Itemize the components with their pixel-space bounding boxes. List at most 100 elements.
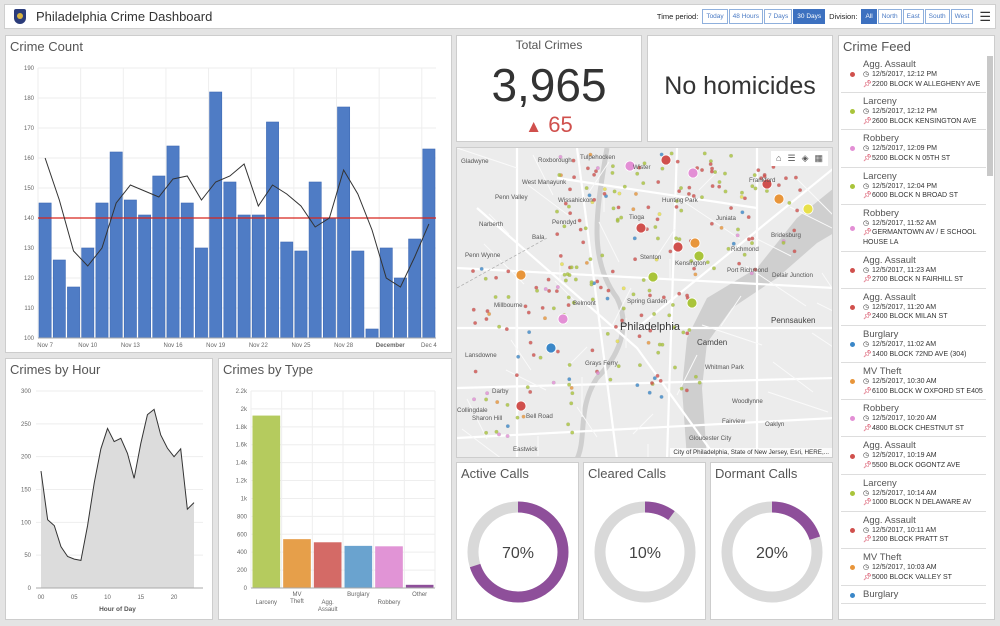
crime-point [484, 397, 489, 402]
feed-item[interactable]: Robbery ◷ 12/5/2017, 12:09 PM 📌︎5200 BLOCK… [841, 130, 986, 168]
x-tick-label-line: MV [293, 592, 302, 598]
division-button-north[interactable]: North [877, 9, 902, 24]
crime-type-dot-icon [850, 267, 855, 273]
crime-point [679, 186, 683, 190]
feed-item[interactable]: MV Theft ◷ 12/5/2017, 10:30 AM 📌︎6100 BLOC… [841, 363, 986, 401]
time-button-7-days[interactable]: 7 Days [764, 9, 793, 24]
feed-item[interactable]: Burglary [841, 586, 986, 605]
time-button-today[interactable]: Today [702, 9, 728, 24]
time-button-48-hours[interactable]: 48 Hours [728, 9, 764, 24]
feed-item-time: 12/5/2017, 11:23 AM [872, 266, 937, 274]
street [554, 280, 576, 302]
feed-item[interactable]: Larceny ◷ 12/5/2017, 12:04 PM 📌︎6000 BLOCK… [841, 168, 986, 205]
hamburger-icon[interactable]: ☰ [979, 8, 991, 24]
feed-item-time: 12/5/2017, 12:04 PM [872, 182, 937, 190]
crime-point [568, 187, 572, 192]
home-icon[interactable]: ⌂ [776, 153, 782, 163]
x-tick-label: Larceny [256, 600, 277, 606]
feed-item-type: Burglary [863, 589, 899, 601]
feed-item[interactable]: Agg. Assault ◷ 12/5/2017, 11:20 AM 📌︎2400 … [841, 289, 986, 326]
time-button-30-days[interactable]: 30 Days [793, 9, 826, 24]
map-label: Penn Wynne [465, 252, 501, 259]
crime-point [641, 278, 646, 282]
division-button-east[interactable]: East [902, 9, 924, 24]
crime-point [594, 169, 598, 174]
feed-item[interactable]: Agg. Assault ◷ 12/5/2017, 10:19 AM 📌︎5500 … [841, 437, 986, 475]
crime-point [569, 386, 574, 390]
feed-item-address: 1200 BLOCK PRATT ST [872, 536, 949, 544]
feed-item[interactable]: Robbery ◷ 12/5/2017, 11:52 AM 📌︎GERMANTOWN… [841, 205, 986, 252]
pin-icon: 📌︎ [863, 313, 872, 321]
street [457, 148, 518, 169]
crime-point [792, 249, 797, 254]
crime-cluster [689, 237, 701, 249]
crime-cluster [686, 297, 698, 309]
division-button-west[interactable]: West [950, 9, 974, 24]
map-label: Gladwyne [461, 158, 489, 165]
crime-feed-title: Crime Feed [843, 39, 911, 54]
road [476, 207, 717, 457]
feed-item[interactable]: Agg. Assault ◷ 12/5/2017, 11:23 AM 📌︎2700 … [841, 252, 986, 289]
map-label: Bell Road [526, 413, 553, 420]
legend-icon[interactable]: ☰ [787, 153, 796, 163]
crime-point [485, 309, 490, 314]
crime-point [578, 227, 583, 232]
total-crimes-value: 3,965 [491, 59, 607, 111]
feed-item[interactable]: Agg. Assault ◷ 12/5/2017, 10:11 AM 📌︎1200 … [841, 512, 986, 550]
division-button-all[interactable]: All [861, 9, 877, 24]
total-crimes-title: Total Crimes [515, 38, 583, 52]
feed-item[interactable]: Larceny ◷ 12/5/2017, 10:14 AM 📌︎1000 BLOCK… [841, 475, 986, 512]
crime-point [543, 287, 548, 291]
street [654, 228, 676, 260]
street [588, 161, 610, 193]
crime-point [681, 330, 686, 335]
gauge-fill [594, 501, 696, 603]
feed-item[interactable]: Robbery ◷ 12/5/2017, 10:20 AM 📌︎4800 BLOCK… [841, 400, 986, 438]
crime-map[interactable]: Gladwyne Roxborough Tulpehocken Wister West … [456, 147, 833, 458]
x-tick-label: Nov 22 [249, 343, 269, 349]
y-tick-label: 100 [24, 336, 35, 342]
gauge-fill [467, 501, 569, 603]
feed-item[interactable]: MV Theft ◷ 12/5/2017, 10:03 AM 📌︎5000 BLOC… [841, 549, 986, 587]
y-tick-label: 1.8k [236, 425, 248, 431]
crime-point [687, 185, 692, 190]
crime-point [646, 205, 651, 210]
crime-point [674, 199, 679, 203]
feed-scrollbar[interactable] [987, 56, 993, 176]
crime-count-bar [308, 181, 322, 339]
pin-icon: 📌︎ [863, 387, 872, 395]
crime-point [654, 257, 659, 262]
feed-item[interactable]: Larceny ◷ 12/5/2017, 12:12 PM 📌︎2600 BLOCK… [841, 93, 986, 131]
feed-item[interactable]: Agg. Assault ◷ 12/5/2017, 12:12 PM 📌︎2200 … [841, 56, 986, 94]
crime-point [708, 162, 713, 167]
crime-point [531, 353, 536, 357]
y-tick-label: 0 [244, 586, 248, 592]
crime-point [723, 189, 728, 194]
clock-icon: ◷ [863, 340, 870, 348]
basemap-icon[interactable]: ▦ [814, 153, 823, 163]
crime-point [656, 350, 661, 355]
street [701, 324, 763, 346]
crime-count-bar [123, 199, 137, 339]
feed-item[interactable]: Burglary ◷ 12/5/2017, 11:02 AM 📌︎1400 BLOC… [841, 326, 986, 364]
map-label: Juniata [716, 215, 736, 222]
layers-icon[interactable]: ◈ [801, 153, 809, 163]
crime-point [528, 390, 533, 394]
gauge-value: 10% [629, 545, 661, 562]
division-button-south[interactable]: South [924, 9, 950, 24]
clock-icon: ◷ [863, 526, 870, 534]
crime-point [670, 303, 675, 307]
street [532, 154, 554, 196]
crime-point [485, 391, 490, 396]
crime-type-dot-icon [850, 72, 855, 78]
type-bar-burglary [344, 545, 373, 589]
crime-point [637, 334, 642, 339]
map-label: Delair Junction [772, 272, 813, 279]
street [610, 287, 632, 329]
y-tick-label: 180 [24, 96, 35, 102]
crime-point [731, 241, 736, 246]
crime-point [709, 169, 714, 174]
header-bar: Philadelphia Crime Dashboard Time period… [4, 4, 996, 29]
feed-item-address: GERMANTOWN AV / E SCHOOL HOUSE LA [863, 229, 977, 246]
crime-cluster [635, 222, 647, 234]
